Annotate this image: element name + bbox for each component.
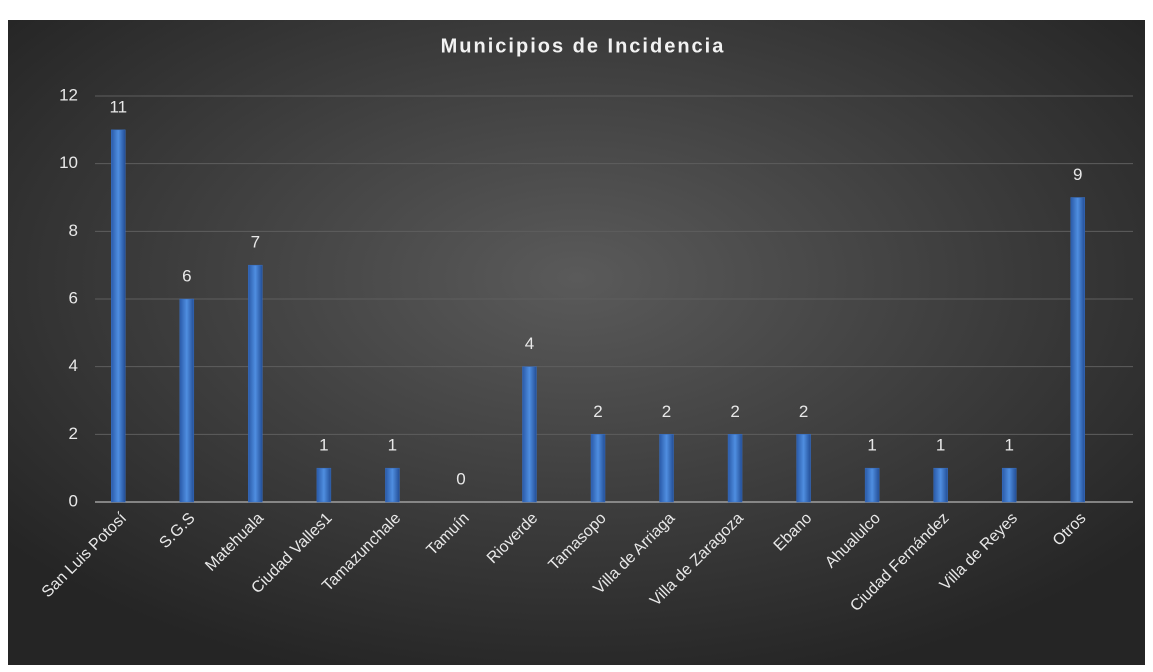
bar bbox=[590, 434, 606, 503]
bar bbox=[864, 467, 880, 503]
y-tick-label: 10 bbox=[59, 153, 78, 172]
data-label: 4 bbox=[525, 334, 534, 353]
bar bbox=[796, 434, 811, 503]
y-tick-label: 8 bbox=[69, 221, 78, 240]
data-label: 1 bbox=[319, 436, 328, 455]
bar bbox=[522, 366, 537, 503]
bar bbox=[385, 467, 400, 503]
bar bbox=[933, 467, 948, 503]
data-label: 1 bbox=[388, 436, 397, 455]
data-label: 2 bbox=[730, 402, 739, 421]
data-label: 2 bbox=[662, 402, 671, 421]
data-label: 6 bbox=[182, 266, 191, 285]
data-label: 7 bbox=[251, 233, 260, 252]
bar bbox=[1001, 467, 1017, 503]
bar bbox=[1070, 197, 1085, 503]
bar bbox=[659, 434, 674, 503]
data-label: 2 bbox=[799, 402, 808, 421]
data-label: 9 bbox=[1073, 165, 1082, 184]
bar bbox=[111, 129, 126, 503]
data-label: 1 bbox=[1004, 436, 1013, 455]
chart-title: Municipios de Incidencia bbox=[441, 35, 726, 57]
y-tick-label: 12 bbox=[59, 85, 78, 104]
y-tick-label: 4 bbox=[69, 356, 78, 375]
data-label: 2 bbox=[593, 402, 602, 421]
data-label: 11 bbox=[109, 97, 127, 116]
bar bbox=[179, 298, 195, 503]
bar bbox=[316, 467, 332, 503]
chart-background bbox=[8, 20, 1145, 665]
y-tick-label: 6 bbox=[69, 288, 78, 307]
bar bbox=[248, 264, 263, 503]
data-label: 1 bbox=[936, 436, 945, 455]
data-label: 0 bbox=[456, 469, 465, 488]
data-label: 1 bbox=[867, 436, 876, 455]
y-tick-label: 0 bbox=[69, 491, 78, 510]
y-tick-label: 2 bbox=[69, 424, 78, 443]
bar bbox=[727, 434, 743, 503]
